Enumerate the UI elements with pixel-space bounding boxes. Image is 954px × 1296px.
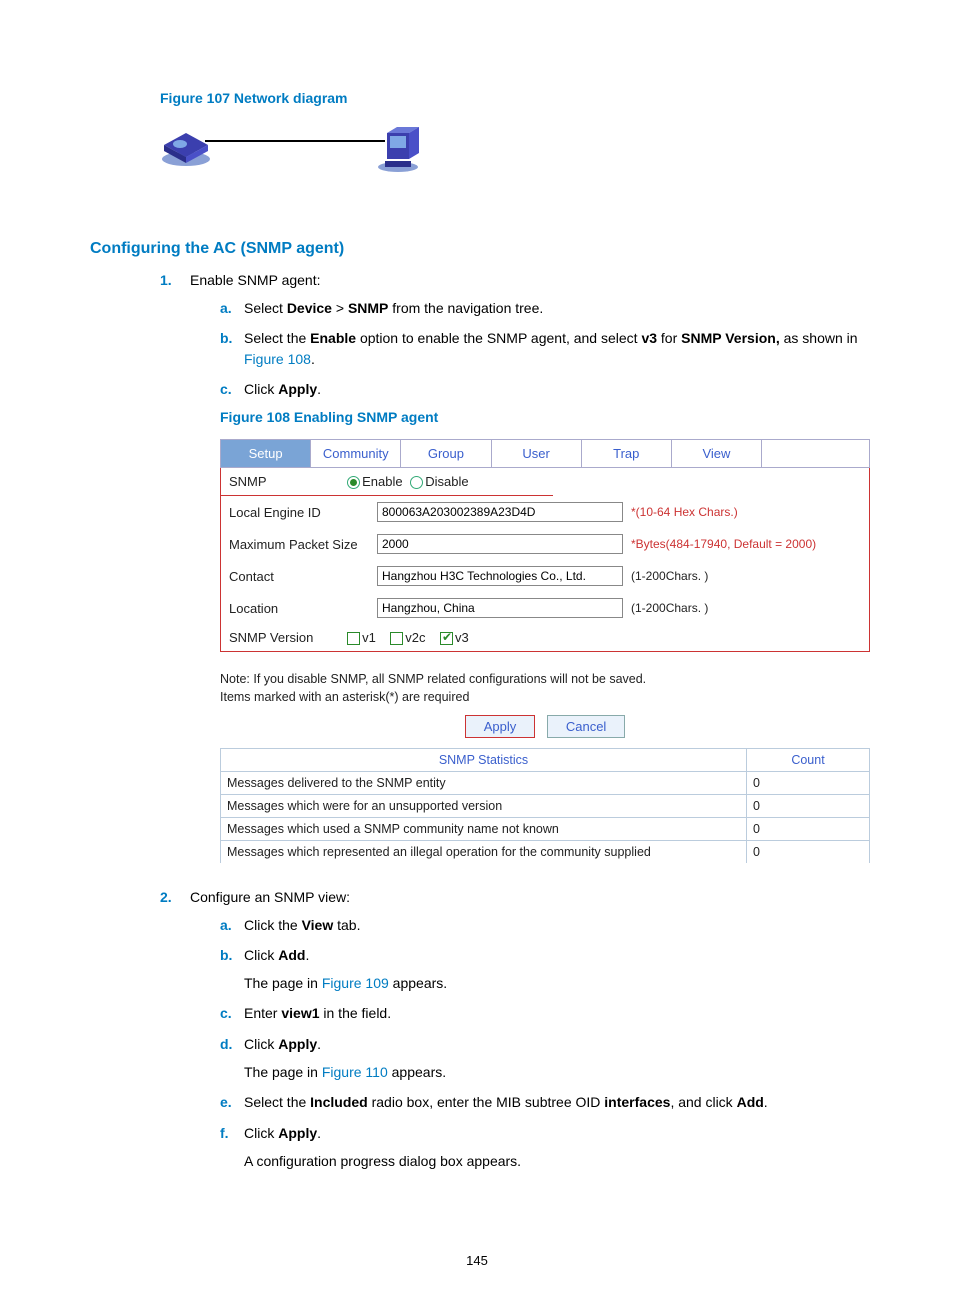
stats-header: SNMP Statistics <box>221 748 747 771</box>
table-row: Messages which used a SNMP community nam… <box>221 817 870 840</box>
snmp-enable-radio[interactable] <box>347 476 360 489</box>
packet-size-input[interactable] <box>377 534 623 554</box>
contact-input[interactable] <box>377 566 623 586</box>
apply-button[interactable]: Apply <box>465 715 536 738</box>
page-number: 145 <box>0 1253 954 1268</box>
packet-size-hint: *Bytes(484-17940, Default = 2000) <box>625 537 861 551</box>
snmp-note-1: Note: If you disable SNMP, all SNMP rela… <box>220 670 870 688</box>
table-row: Messages which were for an unsupported v… <box>221 794 870 817</box>
table-row: Messages delivered to the SNMP entity0 <box>221 771 870 794</box>
table-row: Messages which represented an illegal op… <box>221 840 870 863</box>
contact-label: Contact <box>229 569 377 584</box>
snmp-version-label: SNMP Version <box>229 630 347 645</box>
contact-hint: (1-200Chars. ) <box>625 569 861 583</box>
step-2-text: Configure an SNMP view: <box>190 889 350 905</box>
tab-group[interactable]: Group <box>401 440 491 467</box>
section-heading: Configuring the AC (SNMP agent) <box>90 240 864 258</box>
step-1a: a. Select Device > SNMP from the navigat… <box>220 298 864 318</box>
step-2-number: 2. <box>160 889 172 905</box>
engine-id-label: Local Engine ID <box>229 505 377 520</box>
cancel-button[interactable]: Cancel <box>547 715 625 738</box>
step-2c: c. Enter view1 in the field. <box>220 1003 864 1023</box>
location-label: Location <box>229 601 377 616</box>
tab-trap[interactable]: Trap <box>582 440 672 467</box>
tab-community[interactable]: Community <box>311 440 401 467</box>
step-1-text: Enable SNMP agent: <box>190 272 321 288</box>
step-1: 1. Enable SNMP agent: a. Select Device >… <box>160 272 864 863</box>
location-input[interactable] <box>377 598 623 618</box>
snmp-label: SNMP <box>229 474 347 489</box>
snmp-tabs: Setup Community Group User Trap View <box>220 439 870 468</box>
figure-107-caption: Figure 107 Network diagram <box>160 90 864 106</box>
figure-108-link[interactable]: Figure 108 <box>244 351 311 367</box>
tab-user[interactable]: User <box>492 440 582 467</box>
location-hint: (1-200Chars. ) <box>625 601 861 615</box>
v2c-checkbox[interactable] <box>390 632 403 645</box>
step-2a: a. Click the View tab. <box>220 915 864 935</box>
step-1c-alpha: c. <box>220 379 232 399</box>
step-1c: c. Click Apply. <box>220 379 864 399</box>
figure-109-link[interactable]: Figure 109 <box>322 975 389 991</box>
access-point-icon <box>160 125 212 170</box>
step-2f: f. Click Apply. A configuration progress… <box>220 1123 864 1172</box>
snmp-note-2: Items marked with an asterisk(*) are req… <box>220 688 870 706</box>
tab-setup[interactable]: Setup <box>221 440 311 467</box>
step-2b: b. Click Add. The page in Figure 109 app… <box>220 945 864 994</box>
snmp-disable-radio[interactable] <box>410 476 423 489</box>
step-2e: e. Select the Included radio box, enter … <box>220 1092 864 1112</box>
figure-110-link[interactable]: Figure 110 <box>322 1064 388 1080</box>
snmp-statistics-table: SNMP Statistics Count Messages delivered… <box>220 748 870 863</box>
count-header: Count <box>747 748 870 771</box>
packet-size-label: Maximum Packet Size <box>229 537 377 552</box>
network-link-line <box>205 140 385 142</box>
tab-view[interactable]: View <box>672 440 762 467</box>
step-2d: d. Click Apply. The page in Figure 110 a… <box>220 1034 864 1083</box>
snmp-setup-form: SNMP Enable Disable Local Engine ID *(10… <box>220 468 870 652</box>
v1-checkbox[interactable] <box>347 632 360 645</box>
v3-checkbox[interactable] <box>440 632 453 645</box>
figure-108-caption: Figure 108 Enabling SNMP agent <box>220 409 864 425</box>
step-1b-alpha: b. <box>220 328 232 348</box>
engine-id-input[interactable] <box>377 502 623 522</box>
step-1-number: 1. <box>160 272 172 288</box>
step-1a-alpha: a. <box>220 298 232 318</box>
network-diagram <box>160 120 420 170</box>
server-icon <box>375 125 421 176</box>
step-2: 2. Configure an SNMP view: a. Click the … <box>160 889 864 1172</box>
tab-blank <box>762 440 869 467</box>
step-1b: b. Select the Enable option to enable th… <box>220 328 864 369</box>
engine-id-hint: *(10-64 Hex Chars.) <box>625 505 861 519</box>
